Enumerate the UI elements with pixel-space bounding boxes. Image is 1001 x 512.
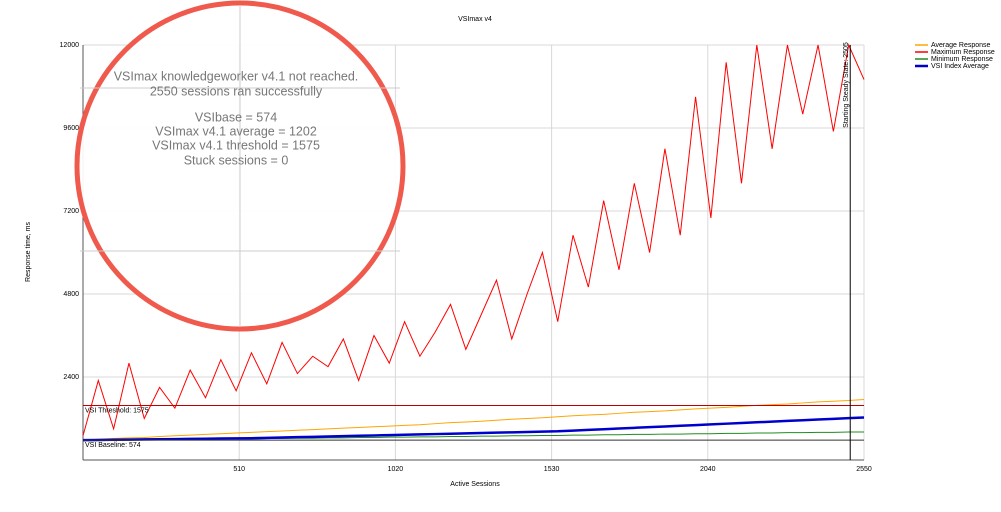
x-tick-label: 510 <box>233 466 245 473</box>
chart-title: VSImax v4 <box>458 16 492 23</box>
callout-text: VSImax v4.1 threshold = 1575 <box>152 138 320 152</box>
callout-text: VSImax v4.1 average = 1202 <box>155 124 317 138</box>
callout-text: 2550 sessions ran successfully <box>150 84 323 98</box>
y-tick-label: 4800 <box>63 291 79 298</box>
x-axis-label: Active Sessions <box>450 481 500 488</box>
x-tick-label: 2040 <box>700 466 716 473</box>
callout-text: VSIbase = 574 <box>195 110 277 124</box>
threshold-label: VSI Threshold: 1575 <box>85 407 149 414</box>
callout-text: Stuck sessions = 0 <box>184 153 289 167</box>
legend-label: VSI Index Average <box>931 63 989 70</box>
callout-text: VSImax knowledgeworker v4.1 not reached. <box>114 69 359 83</box>
y-axis-label: Response time, ms <box>25 222 32 282</box>
series-line <box>82 43 865 436</box>
y-tick-label: 9600 <box>63 125 79 132</box>
y-tick-label: 7200 <box>63 208 79 215</box>
x-tick-label: 2550 <box>856 466 872 473</box>
x-tick-label: 1530 <box>544 466 560 473</box>
series-line <box>82 416 865 442</box>
legend-label: Maximum Response <box>931 49 995 56</box>
legend-label: Average Response <box>931 42 991 49</box>
y-tick-label: 2400 <box>63 374 79 381</box>
baseline-label: VSI Baseline: 574 <box>85 442 141 449</box>
legend-label: Minimum Response <box>931 56 993 63</box>
x-tick-label: 1020 <box>388 466 404 473</box>
steady-state-label: Starting Steady State: 2505 <box>843 42 850 128</box>
series-line <box>82 398 865 441</box>
y-tick-label: 12000 <box>60 42 80 49</box>
